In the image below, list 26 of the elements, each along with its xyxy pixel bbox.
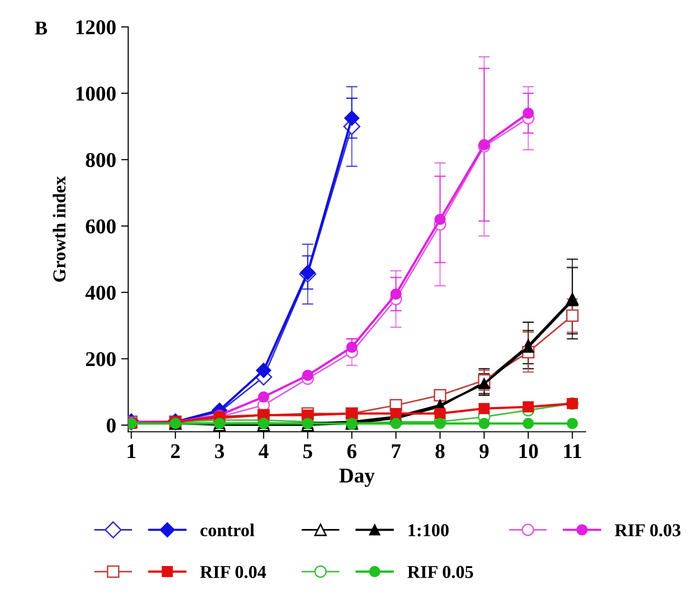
x-axis-title: Day: [339, 468, 375, 487]
legend-label: RIF 0.04: [200, 566, 266, 578]
x-tick-label: 4: [258, 444, 268, 458]
y-tick-label: 800: [86, 153, 116, 168]
y-tick-label: 1000: [76, 86, 116, 101]
y-tick-label: 0: [106, 418, 116, 433]
x-tick-label: 1: [128, 444, 136, 458]
y-tick-label: 600: [86, 219, 116, 234]
x-tick-label: 5: [303, 444, 312, 458]
legend-label: RIF 0.05: [407, 566, 474, 578]
legend-label: 1:100: [408, 524, 449, 536]
text: B: [34, 22, 48, 34]
x-tick-label: 10: [520, 444, 538, 458]
y-tick-label: 200: [86, 352, 116, 366]
y-tick-label: 400: [85, 286, 116, 300]
x-tick-label: 9: [480, 444, 489, 458]
x-tick-label: 11: [564, 444, 582, 458]
y-tick-label: 1200: [76, 20, 116, 34]
x-tick-label: 2: [171, 444, 180, 458]
legend-label: control: [200, 524, 254, 536]
x-tick-label: 3: [215, 444, 224, 458]
y-axis-title: Growth index: [52, 176, 66, 282]
x-tick-label: 7: [392, 444, 401, 458]
x-tick-label: 6: [347, 444, 356, 458]
x-tick-label: 8: [436, 444, 445, 458]
legend-label: RIF 0.03: [614, 524, 680, 536]
